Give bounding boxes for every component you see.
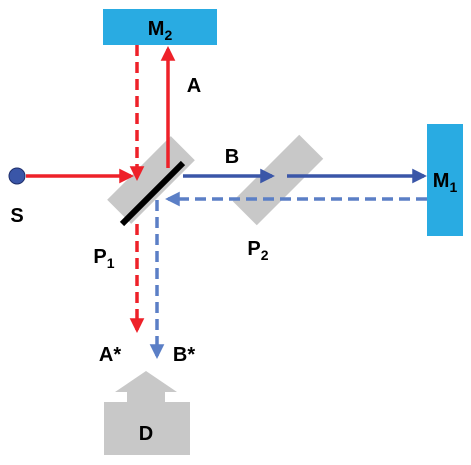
mirror-m1-label: M1 [433,170,458,195]
detector-label: D [139,423,153,445]
plate-p1 [107,136,195,224]
output-b-label: B* [173,344,195,366]
beam-splitter-coating [119,160,186,227]
mirror-m2 [103,9,217,45]
detector [104,371,190,455]
plate-p2 [232,134,324,226]
plate-p1-label: P1 [93,246,114,271]
mirror-m1 [427,124,463,236]
mirror-m2-label: M2 [148,18,173,43]
beam-a-label: A [187,75,201,97]
beam-b-label: B [225,146,239,168]
output-a-label: A* [99,344,121,366]
plate-p2-label: P2 [247,238,268,263]
source-label: S [10,205,23,227]
source-dot [8,167,26,185]
